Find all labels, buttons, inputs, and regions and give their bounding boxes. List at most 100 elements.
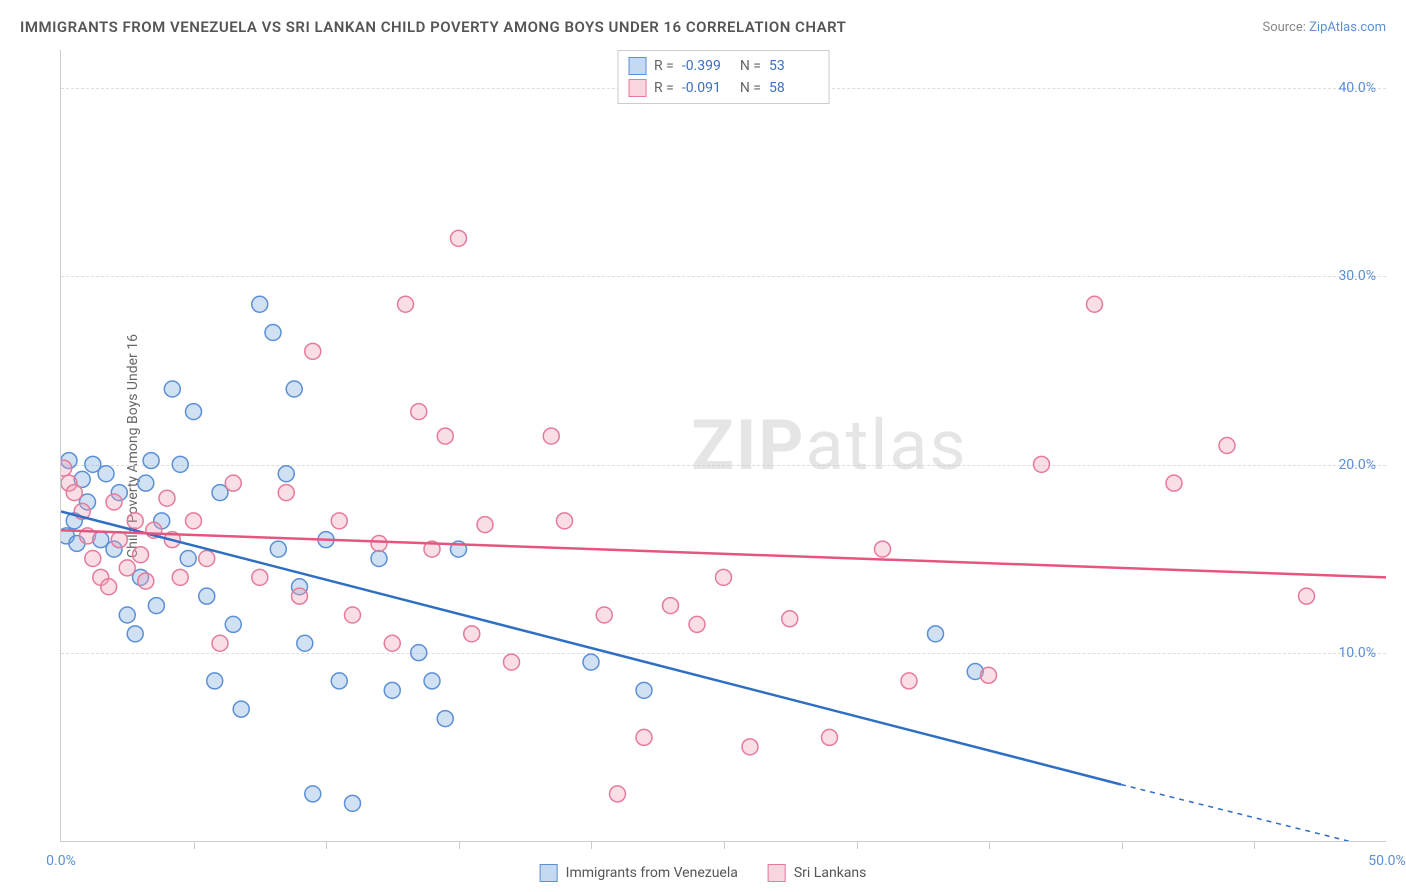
data-point	[225, 616, 241, 632]
data-point	[212, 635, 228, 651]
data-point	[199, 551, 215, 567]
data-point	[138, 475, 154, 491]
data-point	[66, 485, 82, 501]
data-point	[186, 404, 202, 420]
data-point	[265, 325, 281, 341]
data-point	[596, 607, 612, 623]
data-point	[928, 626, 944, 642]
data-point	[398, 296, 414, 312]
stats-row-pink: R = -0.091 N = 58	[628, 77, 819, 99]
x-tick	[857, 841, 858, 849]
data-point	[782, 611, 798, 627]
x-tick	[724, 841, 725, 849]
x-tick	[194, 841, 195, 849]
data-point	[207, 673, 223, 689]
data-point	[143, 453, 159, 469]
data-point	[186, 513, 202, 529]
chart-title: IMMIGRANTS FROM VENEZUELA VS SRI LANKAN …	[20, 18, 846, 36]
source-prefix: Source:	[1262, 20, 1309, 35]
data-point	[148, 598, 164, 614]
data-point	[252, 569, 268, 585]
data-point	[345, 795, 361, 811]
data-point	[278, 466, 294, 482]
data-point	[742, 739, 758, 755]
data-point	[437, 711, 453, 727]
chart-area: Child Poverty Among Boys Under 16 ZIPatl…	[60, 50, 1386, 842]
x-tick	[989, 841, 990, 849]
data-point	[583, 654, 599, 670]
data-point	[901, 673, 917, 689]
r-label: R =	[654, 58, 674, 74]
data-point	[305, 343, 321, 359]
data-point	[199, 588, 215, 604]
data-point	[111, 532, 127, 548]
legend-label-pink: Sri Lankans	[794, 865, 867, 881]
data-point	[345, 607, 361, 623]
data-point	[119, 607, 135, 623]
series-legend: Immigrants from Venezuela Sri Lankans	[540, 864, 867, 882]
scatter-svg	[61, 50, 1386, 841]
data-point	[159, 490, 175, 506]
n-label: N =	[740, 58, 761, 74]
legend-item-blue: Immigrants from Venezuela	[540, 864, 738, 882]
data-point	[270, 541, 286, 557]
data-point	[292, 588, 308, 604]
data-point	[278, 485, 294, 501]
chart-header: IMMIGRANTS FROM VENEZUELA VS SRI LANKAN …	[20, 18, 1386, 36]
data-point	[252, 296, 268, 312]
data-point	[716, 569, 732, 585]
data-point	[127, 513, 143, 529]
data-point	[61, 460, 72, 476]
data-point	[437, 428, 453, 444]
data-point	[180, 551, 196, 567]
data-point	[1299, 588, 1315, 604]
data-point	[636, 682, 652, 698]
data-point	[1219, 438, 1235, 454]
data-point	[464, 626, 480, 642]
data-point	[689, 616, 705, 632]
data-point	[411, 404, 427, 420]
legend-item-pink: Sri Lankans	[768, 864, 867, 882]
data-point	[610, 786, 626, 802]
data-point	[981, 667, 997, 683]
x-tick-label: 50.0%	[1368, 853, 1406, 869]
swatch-pink-icon	[768, 864, 786, 882]
data-point	[1087, 296, 1103, 312]
swatch-blue-icon	[540, 864, 558, 882]
data-point	[636, 729, 652, 745]
plot-region: Child Poverty Among Boys Under 16 ZIPatl…	[60, 50, 1386, 842]
source-link[interactable]: ZipAtlas.com	[1309, 20, 1386, 35]
data-point	[331, 673, 347, 689]
data-point	[85, 551, 101, 567]
data-point	[127, 626, 143, 642]
data-point	[822, 729, 838, 745]
data-point	[164, 381, 180, 397]
legend-label-blue: Immigrants from Venezuela	[566, 865, 738, 881]
x-tick	[1122, 841, 1123, 849]
x-tick	[591, 841, 592, 849]
x-tick	[326, 841, 327, 849]
data-point	[384, 682, 400, 698]
data-point	[451, 230, 467, 246]
stats-legend: R = -0.399 N = 53 R = -0.091 N = 58	[617, 50, 830, 104]
data-point	[371, 535, 387, 551]
data-point	[98, 466, 114, 482]
data-point	[106, 494, 122, 510]
data-point	[297, 635, 313, 651]
data-point	[286, 381, 302, 397]
data-point	[172, 456, 188, 472]
data-point	[557, 513, 573, 529]
data-point	[1166, 475, 1182, 491]
data-point	[384, 635, 400, 651]
stats-row-blue: R = -0.399 N = 53	[628, 55, 819, 77]
data-point	[411, 645, 427, 661]
data-point	[543, 428, 559, 444]
data-point	[138, 573, 154, 589]
data-point	[233, 701, 249, 717]
swatch-blue-icon	[628, 57, 646, 75]
data-point	[477, 517, 493, 533]
data-point	[875, 541, 891, 557]
n-value-blue: 53	[769, 58, 819, 74]
data-point	[424, 673, 440, 689]
data-point	[119, 560, 135, 576]
